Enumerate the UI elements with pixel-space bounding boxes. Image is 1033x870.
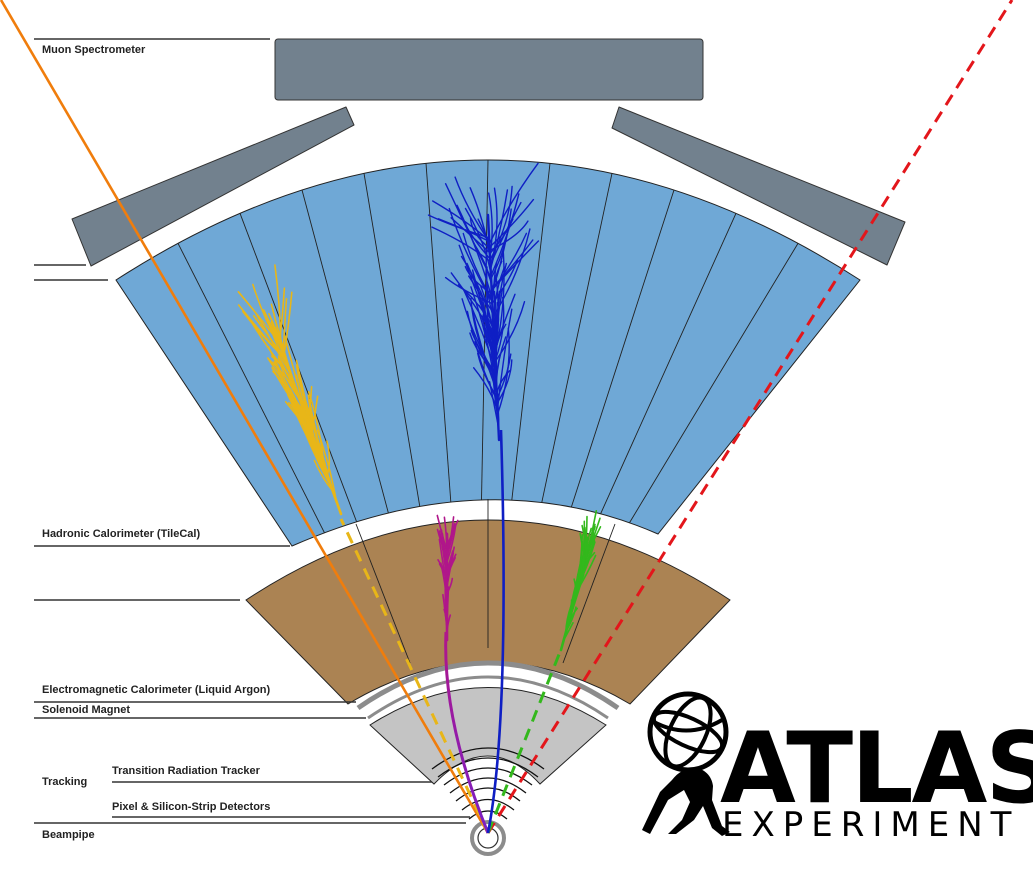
particle-showers (237, 162, 602, 652)
label-beampipe: Beampipe (42, 829, 95, 841)
atlas-figure-logo (642, 691, 730, 836)
solenoid-arc-outer (356, 660, 620, 711)
pion-track-green (486, 651, 562, 834)
shower-yellow (237, 264, 343, 516)
hadronic-cell-divider (570, 189, 675, 508)
shower-blue (427, 162, 540, 442)
label-trt: Transition Radiation Tracker (112, 765, 260, 777)
label-hadronic-calorimeter: Hadronic Calorimeter (TileCal) (42, 528, 201, 540)
label-muon-spectrometer: Muon Spectrometer (42, 44, 146, 56)
label-pixel-silicon: Pixel & Silicon-Strip Detectors (112, 801, 271, 813)
beampipe (470, 820, 506, 856)
em-divider-1 (355, 523, 411, 664)
shower-magenta (436, 514, 459, 642)
muon-chamber-right (611, 106, 906, 266)
hadronic-cell-divider (541, 173, 613, 503)
muon-chamber-top (274, 38, 704, 101)
shower-green (559, 510, 602, 652)
hadronic-cell-divider (511, 163, 551, 501)
hadronic-cell-divider (600, 213, 737, 514)
pixel-silicon-layers (431, 747, 545, 820)
hadronic-cell-divider (363, 173, 421, 507)
trt-wedge (369, 687, 607, 785)
logo-subtitle: EXPERIMENT (722, 805, 1020, 845)
particle-tracks (0, 0, 1014, 834)
electron-track-magenta (444, 631, 490, 834)
hadronic-cell-divider (629, 243, 799, 524)
label-tracking: Tracking (42, 776, 88, 788)
logo-title: ATLAS (720, 712, 1033, 826)
label-leader-lines (34, 38, 470, 824)
photon-track-yellow (339, 518, 490, 834)
tracker (369, 687, 607, 820)
missing-energy-track-red (486, 0, 1014, 834)
solenoid-arc-inner (367, 675, 609, 720)
label-solenoid-magnet: Solenoid Magnet (42, 704, 130, 716)
hadronic-cell-divider (177, 243, 325, 533)
hadron-track-blue (486, 429, 505, 834)
muon-spectrometer (71, 38, 906, 267)
label-em-calorimeter: Electromagnetic Calorimeter (Liquid Argo… (42, 684, 271, 696)
muon-track-orange (0, 0, 490, 834)
atlas-figure (642, 768, 730, 836)
hadronic-cell-divider (425, 163, 452, 503)
em-divider-3 (562, 523, 616, 664)
hadronic-cell-divider (301, 189, 389, 514)
muon-chamber-left (71, 106, 355, 267)
solenoid-magnet (356, 660, 620, 720)
